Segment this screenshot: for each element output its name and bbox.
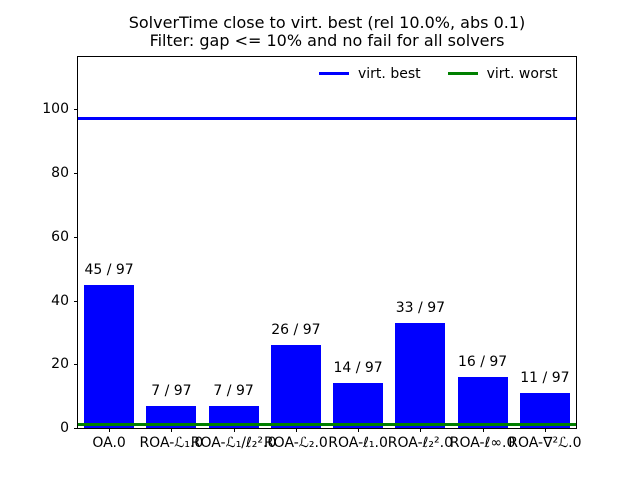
y-tick-label: 80	[51, 165, 69, 181]
bar-value-label: 45 / 97	[84, 261, 134, 278]
bar-value-label: 26 / 97	[271, 322, 321, 339]
bar	[457, 377, 508, 428]
y-tick-mark	[74, 236, 78, 238]
bar	[519, 392, 570, 428]
x-tick-mark	[233, 428, 235, 432]
y-tick-mark	[74, 364, 78, 366]
bar	[270, 345, 321, 428]
y-tick-mark	[74, 428, 78, 429]
x-tick-label: ROA-ℒ₁.0	[139, 435, 204, 451]
y-tick-label: 20	[51, 356, 69, 373]
plot-area: 45 / 97 7 / 97 7 / 97 26 / 97 14 / 97 33 / 97…	[42, 56, 582, 451]
reference-line-virt-worst	[78, 423, 576, 427]
bar	[395, 322, 446, 428]
x-tick-label: ROA-ℒ₂.0	[263, 435, 328, 451]
bar-value-label: 7 / 97	[151, 382, 192, 399]
x-tick-label: ROA-ℓ₁.0	[328, 435, 388, 451]
y-tick-mark	[74, 300, 78, 302]
bar	[84, 284, 135, 428]
x-tick-mark	[358, 428, 360, 432]
bar-value-label: 11 / 97	[520, 369, 570, 386]
x-tick-label: ROA-ℓ∞.0	[449, 435, 516, 451]
legend-label-virt-worst: virt. worst	[486, 65, 558, 82]
virt-worst-line-sample	[447, 72, 478, 75]
chart-title-line2: Filter: gap <= 10% and no fail for all s…	[149, 31, 505, 50]
bar	[146, 405, 197, 428]
bar	[208, 405, 259, 428]
y-tick-label: 60	[51, 228, 69, 245]
x-tick-label: ROA-ℒ₁/ℓ₂².0	[190, 435, 277, 451]
bar-value-label: 7 / 97	[213, 382, 254, 399]
virt-best-line-sample	[319, 72, 349, 75]
x-tick-mark	[482, 428, 484, 432]
bar-value-label: 33 / 97	[395, 299, 446, 316]
reference-line-virt-best	[78, 117, 576, 121]
chart-title-line1: SolverTime close to virt. best (rel 10.0…	[128, 13, 526, 32]
y-tick-label: 40	[51, 292, 69, 309]
x-tick-label: ROA-ℓ₂².0	[387, 435, 453, 451]
bar-value-label: 14 / 97	[333, 360, 383, 377]
y-tick-label: 100	[42, 101, 69, 118]
y-tick-mark	[74, 109, 78, 111]
x-tick-label: ROA-∇²ℒ.0	[508, 435, 582, 451]
legend-item-virt-best: virt. best	[319, 65, 421, 82]
y-tick-mark	[74, 173, 78, 174]
y-tick-label: 0	[60, 420, 69, 436]
x-tick-mark	[544, 428, 546, 432]
x-tick-mark	[171, 428, 173, 432]
x-tick-label: OA.0	[92, 435, 126, 451]
x-tick-mark	[295, 428, 297, 432]
bar-value-label: 16 / 97	[457, 354, 508, 370]
x-tick-mark	[420, 428, 422, 432]
legend: virt. best virt. worst	[319, 65, 557, 82]
legend-label-virt-best: virt. best	[358, 65, 421, 82]
chart-title: SolverTime close to virt. best (rel 10.0…	[78, 14, 576, 50]
bar	[333, 383, 384, 428]
legend-item-virt-worst: virt. worst	[447, 65, 558, 82]
x-tick-mark	[109, 428, 111, 432]
